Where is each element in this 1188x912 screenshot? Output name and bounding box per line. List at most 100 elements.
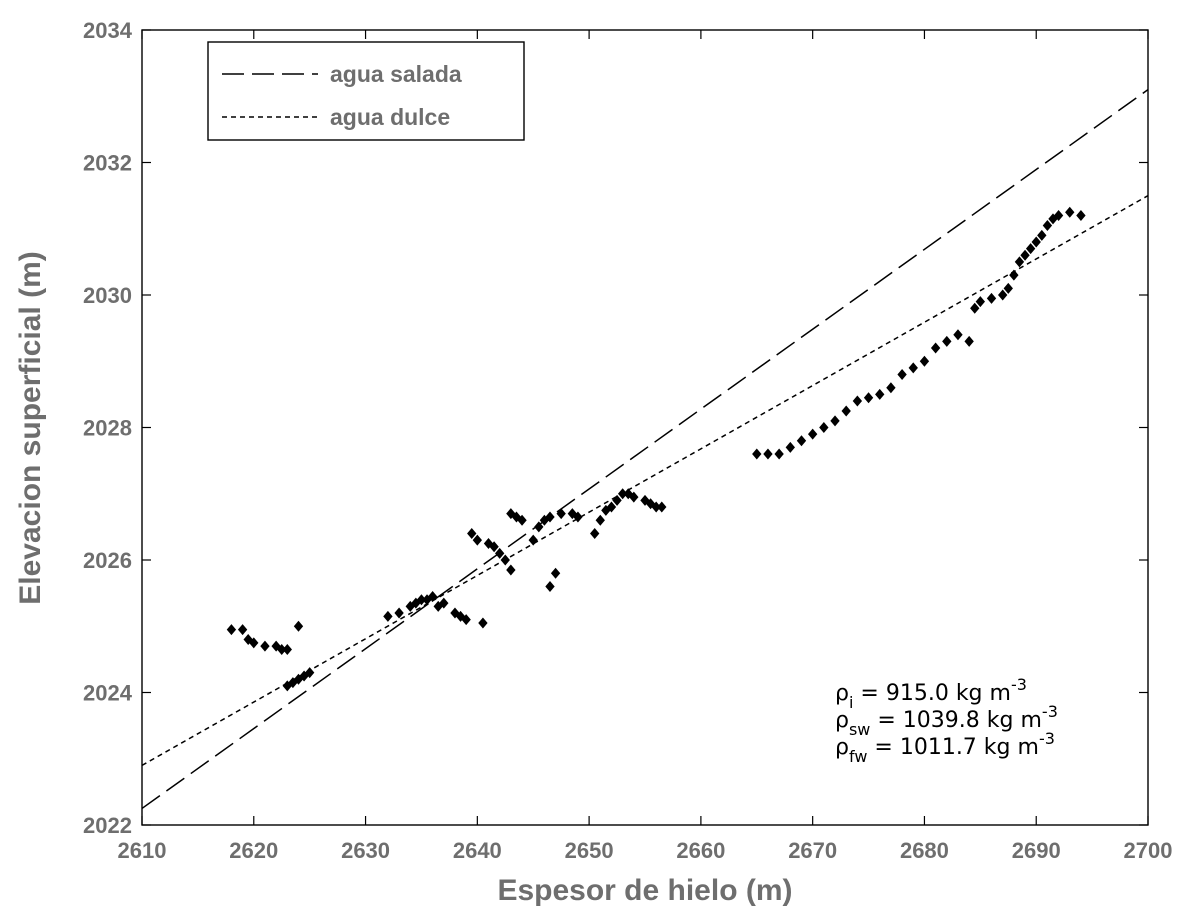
data-point: [763, 448, 773, 460]
y-tick-label: 2026: [83, 548, 132, 573]
data-point: [886, 382, 896, 394]
data-point: [495, 547, 505, 559]
annotation-symbol: ρ: [835, 735, 849, 760]
data-point: [394, 607, 404, 619]
data-point: [293, 620, 304, 632]
x-tick-label: 2610: [118, 838, 167, 863]
data-point: [930, 342, 941, 354]
data-point: [237, 624, 248, 636]
data-point: [863, 392, 874, 404]
y-tick-label: 2022: [83, 813, 132, 838]
data-point: [919, 355, 930, 367]
data-point: [439, 597, 449, 609]
data-point: [573, 511, 583, 523]
annotation-line-rho-fw: ρfw = 1011.7 kg m-3: [835, 729, 1055, 766]
data-point: [998, 289, 1008, 301]
data-point: [1065, 206, 1075, 218]
data-point: [617, 488, 628, 500]
data-point: [819, 422, 829, 433]
data-point: [612, 494, 622, 506]
annotation-subscript: i: [849, 693, 853, 712]
legend-label-agua-salada: agua salada: [330, 61, 462, 87]
data-point: [226, 624, 237, 636]
data-point: [383, 610, 393, 622]
x-tick-label: 2640: [453, 838, 502, 863]
data-point: [249, 637, 259, 649]
annotation-superscript: -3: [1039, 729, 1055, 748]
data-point: [606, 501, 617, 513]
x-axis-label: Espesor de hielo (m): [497, 874, 792, 907]
data-point: [942, 335, 952, 347]
data-point: [500, 554, 510, 566]
x-tick-label: 2680: [900, 838, 949, 863]
y-tick-label: 2030: [83, 283, 132, 308]
plot-layer: [141, 89, 1149, 810]
x-tick-label: 2690: [1012, 838, 1061, 863]
legend-label-agua-dulce: agua dulce: [330, 104, 450, 130]
data-point: [478, 617, 488, 629]
data-point: [282, 643, 292, 655]
legend: agua salada agua dulce: [207, 41, 525, 141]
data-point: [852, 395, 863, 407]
annotation-value: = 915.0 kg m: [853, 681, 1011, 706]
density-annotation: ρi = 915.0 kg m-3 ρsw = 1039.8 kg m-3 ρf…: [835, 675, 1058, 766]
annotation-superscript: -3: [1042, 702, 1058, 721]
data-point: [964, 335, 974, 347]
x-tick-label: 2660: [676, 838, 725, 863]
data-point: [472, 534, 483, 546]
data-point: [785, 441, 795, 453]
annotation-line-rho-i: ρi = 915.0 kg m-3: [835, 675, 1027, 712]
data-point: [277, 643, 287, 655]
data-point: [489, 541, 499, 553]
annotation-subscript: sw: [849, 720, 870, 739]
data-point: [953, 329, 963, 341]
data-point: [517, 514, 527, 526]
data-point: [1031, 236, 1041, 248]
y-tick-label: 2028: [83, 416, 132, 441]
data-point: [304, 667, 315, 679]
data-point: [288, 677, 298, 689]
data-point: [556, 508, 566, 520]
data-point: [243, 634, 253, 645]
data-point: [986, 292, 997, 304]
y-axis-label: Elevacion superficial (m): [14, 251, 47, 604]
data-point: [260, 640, 270, 652]
data-point: [807, 428, 818, 440]
data-point: [841, 405, 851, 417]
data-point: [1076, 210, 1086, 221]
data-point: [528, 534, 538, 546]
data-point: [908, 362, 918, 374]
x-tick-label: 2700: [1124, 838, 1173, 863]
data-point: [830, 415, 840, 427]
data-point: [774, 448, 784, 460]
data-point: [461, 614, 471, 626]
axis-layer: 2610 2620 2630 2640 2650 2660 2670 2680 2690 2700…: [83, 18, 1172, 863]
data-point: [657, 501, 667, 513]
data-point: [796, 435, 807, 447]
data-point: [534, 521, 544, 533]
data-point: [427, 590, 438, 602]
data-point: [550, 567, 561, 579]
series-line-agua-salada: [141, 89, 1149, 810]
annotation-superscript: -3: [1011, 675, 1027, 694]
data-point: [640, 494, 650, 506]
data-point: [506, 564, 516, 576]
y-tick-label: 2024: [83, 681, 133, 706]
legend-box: [207, 41, 525, 141]
y-tick-label: 2032: [83, 151, 132, 176]
data-point: [897, 369, 907, 380]
x-tick-label: 2630: [341, 838, 390, 863]
data-point: [970, 302, 980, 314]
data-point: [467, 528, 477, 539]
data-point: [545, 511, 555, 523]
data-point: [1037, 229, 1047, 241]
data-point: [1053, 210, 1064, 221]
y-tick-label: 2034: [83, 18, 133, 43]
data-point: [651, 501, 661, 513]
annotation-symbol: ρ: [835, 708, 849, 733]
x-tick-label: 2670: [788, 838, 837, 863]
annotation-symbol: ρ: [835, 681, 849, 706]
data-point: [416, 594, 427, 606]
data-point: [405, 600, 415, 612]
data-point: [975, 296, 986, 308]
